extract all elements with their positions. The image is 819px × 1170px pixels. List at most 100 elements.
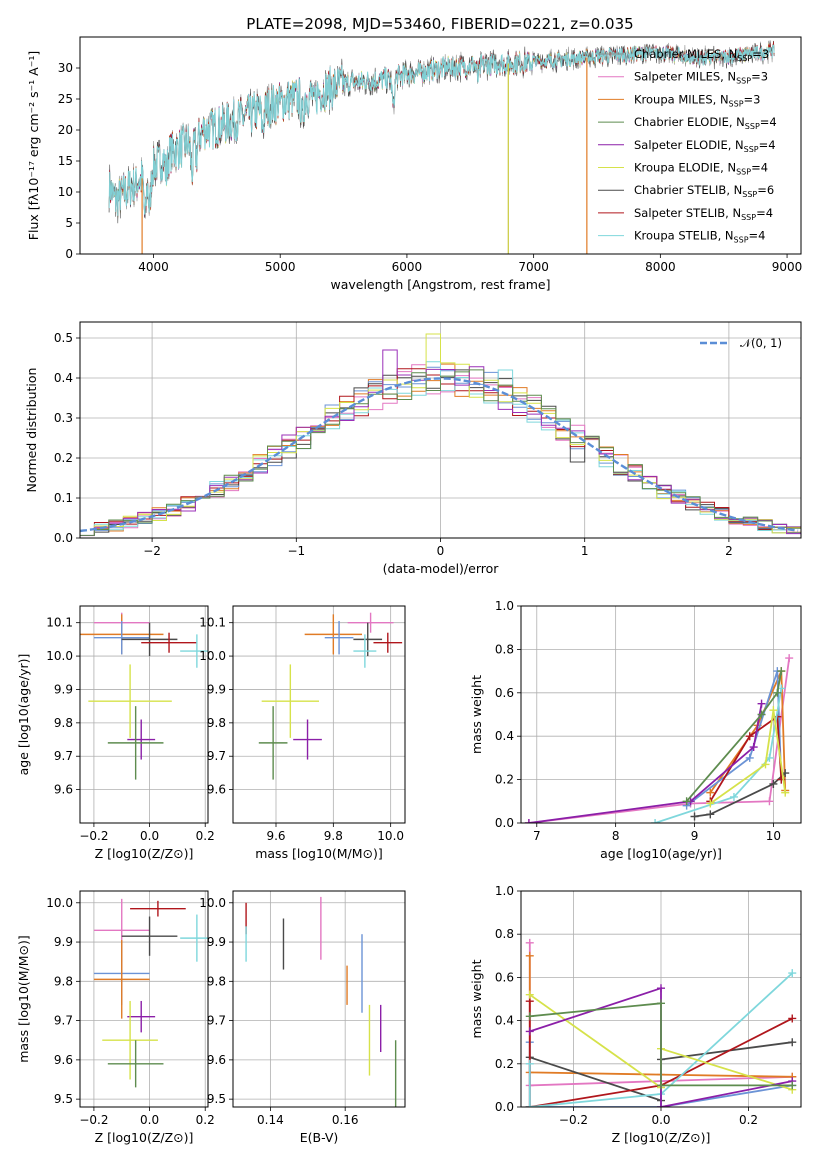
legend-sub: SSP bbox=[744, 145, 759, 154]
y-tick-label: 9.7 bbox=[54, 1014, 73, 1028]
legend-entry: Kroupa MILES, NSSP=3 bbox=[634, 92, 760, 108]
x-tick-label: 4000 bbox=[138, 260, 169, 274]
x-tick-label: 0.2 bbox=[196, 829, 215, 843]
mass-weight-marker bbox=[765, 797, 774, 806]
legend-entry: 𝒩(0, 1) bbox=[740, 336, 782, 350]
x-tick-label: 1 bbox=[581, 544, 589, 558]
mass-weight-marker bbox=[524, 819, 533, 823]
y-tick-label: 9.7 bbox=[207, 749, 226, 763]
x-tick-label: 10 bbox=[766, 829, 781, 843]
age_vs_mass-axes: 9.6 9.8 10.0 9.6 9.7 9.8 9.9 10.0 10.1 mass [log1… bbox=[199, 606, 405, 861]
x-tick-label: 0.0 bbox=[651, 1113, 670, 1127]
mass-weight-marker bbox=[657, 984, 665, 993]
legend-text: Chabrier ELODIE, N bbox=[634, 115, 745, 129]
x-tick-label: 10.0 bbox=[377, 829, 404, 843]
y-tick-label: 0.4 bbox=[495, 1014, 514, 1028]
y-tick-label: 9.6 bbox=[54, 1053, 73, 1067]
x-tick-label: −1 bbox=[287, 544, 305, 558]
y-axis-label: mass [log10(M/M⊙)] bbox=[16, 935, 31, 1063]
legend-tail: =3 bbox=[752, 47, 769, 61]
mass-weight-marker bbox=[682, 797, 691, 806]
mass-weight-marker bbox=[761, 760, 770, 769]
mass-weight-line bbox=[528, 657, 791, 823]
x-axis-label: E(B-V) bbox=[300, 1130, 339, 1145]
y-tick-label: 5 bbox=[65, 216, 73, 230]
mass-weight-marker bbox=[769, 779, 778, 788]
mass_vs_Z-points bbox=[93, 898, 208, 1088]
y-tick-label: 10.0 bbox=[46, 896, 73, 910]
x-tick-label: 9 bbox=[691, 829, 699, 843]
legend-tail: =4 bbox=[759, 138, 776, 152]
mass-weight-line bbox=[694, 772, 786, 818]
weight_vs_age-lines bbox=[524, 654, 794, 823]
residual-legend: 𝒩(0, 1) bbox=[700, 336, 782, 350]
mass-weight-marker bbox=[525, 1012, 534, 1021]
mass-weight-marker bbox=[525, 990, 534, 999]
x-axis-label: Z [log10(Z/Z⊙)] bbox=[95, 1130, 194, 1145]
y-tick-label: 9.9 bbox=[207, 682, 226, 696]
mass-weight-marker bbox=[525, 1059, 534, 1068]
y-tick-label: 30 bbox=[58, 61, 73, 75]
legend-entry: Chabrier ELODIE, NSSP=4 bbox=[634, 115, 777, 131]
legend-text: Salpeter ELODIE, N bbox=[634, 138, 744, 152]
mass-weight-marker bbox=[788, 969, 797, 978]
mass-weight-marker bbox=[745, 753, 754, 762]
mass-weight-marker bbox=[749, 743, 758, 752]
mass-weight-marker bbox=[706, 810, 715, 819]
y-tick-label: 9.7 bbox=[207, 1014, 226, 1028]
mass-weight-marker bbox=[651, 819, 660, 823]
x-tick-label: 9.8 bbox=[324, 829, 343, 843]
y-tick-label: 25 bbox=[58, 92, 73, 106]
mass-weight-marker bbox=[525, 951, 534, 960]
x-tick-label: 8000 bbox=[645, 260, 676, 274]
y-tick-label: 0.3 bbox=[54, 411, 73, 425]
y-tick-label: 0.2 bbox=[495, 1057, 514, 1071]
y-tick-label: 0.8 bbox=[495, 927, 514, 941]
mass-weight-marker bbox=[657, 1081, 665, 1090]
x-axis-label: Z [log10(Z/Z⊙)] bbox=[95, 846, 194, 861]
x-tick-label: 7 bbox=[533, 829, 541, 843]
y-axis-label: mass weight bbox=[469, 675, 484, 754]
legend-entry: Salpeter MILES, NSSP=3 bbox=[634, 70, 768, 86]
mass-weight-marker bbox=[525, 1103, 534, 1107]
mass-weight-marker bbox=[788, 1014, 797, 1023]
legend-tail: =3 bbox=[744, 92, 761, 106]
x-axis-label: mass [log10(M/M⊙)] bbox=[255, 846, 383, 861]
y-tick-label: 0.2 bbox=[495, 773, 514, 787]
x-tick-label: 0.2 bbox=[739, 1113, 758, 1127]
y-tick-label: 10.0 bbox=[199, 896, 226, 910]
x-tick-label: 7000 bbox=[518, 260, 549, 274]
legend-text: Kroupa MILES, N bbox=[634, 92, 729, 106]
residual-hist-8 bbox=[80, 369, 801, 536]
mass-weight-marker bbox=[788, 1038, 797, 1047]
legend-sub: SSP bbox=[734, 236, 749, 245]
x-axis-label: age [log10(age/yr)] bbox=[600, 846, 722, 861]
legend-entry: Chabrier MILES, NSSP=3 bbox=[634, 47, 769, 63]
x-tick-label: −2 bbox=[143, 544, 161, 558]
x-tick-label: 9000 bbox=[772, 260, 803, 274]
y-tick-label: 0.0 bbox=[495, 816, 514, 830]
spectrum-lines bbox=[108, 40, 775, 254]
legend-tail: =4 bbox=[749, 229, 766, 243]
legend-sub: SSP bbox=[742, 190, 757, 199]
y-tick-label: 0.6 bbox=[495, 686, 514, 700]
age_vs_Z-frame bbox=[79, 605, 209, 824]
mass-weight-marker bbox=[781, 788, 790, 797]
mass-weight-line bbox=[685, 670, 783, 802]
y-tick-label: 0 bbox=[65, 247, 73, 261]
legend-text: Chabrier MILES, N bbox=[634, 47, 737, 61]
x-axis-label: wavelength [Angstrom, rest frame] bbox=[330, 277, 550, 292]
mass-weight-marker bbox=[706, 788, 715, 797]
spectrum-axes: 4000 5000 6000 7000 8000 9000 0 5 10 15 20 25 30 wave… bbox=[26, 51, 802, 292]
age_vs_mass-points bbox=[258, 612, 403, 780]
y-tick-label: 9.8 bbox=[54, 716, 73, 730]
legend-tail: =6 bbox=[757, 183, 774, 197]
x-tick-label: 5000 bbox=[265, 260, 296, 274]
legend-text: Salpeter STELIB, N bbox=[634, 206, 741, 220]
y-axis-label: Flux [fλ10⁻¹⁷ erg cm⁻² s⁻¹ A⁻¹] bbox=[26, 51, 41, 240]
mass-weight-line bbox=[528, 703, 763, 823]
y-tick-label: 9.6 bbox=[54, 783, 73, 797]
x-tick-label: 2 bbox=[725, 544, 733, 558]
y-tick-label: 1.0 bbox=[495, 884, 514, 898]
